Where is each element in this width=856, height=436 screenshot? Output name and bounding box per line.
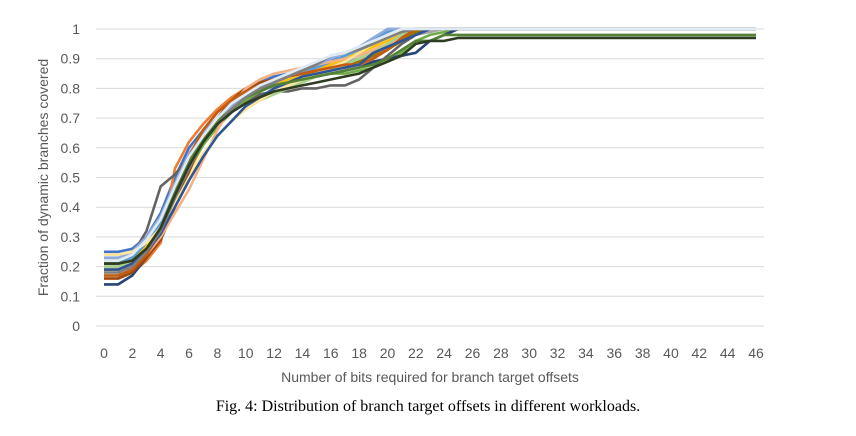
- y-axis-title: Fraction of dynamic branches covered: [35, 59, 51, 296]
- series-line-19: [104, 36, 756, 265]
- y-tick-label: 0.6: [61, 140, 81, 156]
- x-tick-label: 46: [748, 345, 764, 361]
- x-tick-label: 28: [493, 345, 509, 361]
- y-tick-label: 0.5: [61, 170, 81, 186]
- series-line-11: [104, 27, 756, 274]
- series-line-6: [104, 27, 756, 277]
- x-tick-label: 40: [663, 345, 679, 361]
- x-tick-label: 6: [185, 345, 193, 361]
- x-tick-label: 20: [380, 345, 396, 361]
- x-tick-label: 34: [578, 345, 594, 361]
- y-tick-label: 0.8: [61, 80, 81, 96]
- x-tick-label: 4: [157, 345, 165, 361]
- series-line-15: [104, 27, 756, 277]
- x-tick-label: 44: [720, 345, 736, 361]
- x-tick-label: 16: [323, 345, 339, 361]
- y-tick-label: 0.7: [61, 110, 81, 126]
- x-tick-label: 24: [436, 345, 452, 361]
- y-tick-labels: 0 0.1 0.2 0.3 0.4 0.5 0.6 0.7 0.8 0.9 1: [61, 21, 81, 334]
- x-axis-title: Number of bits required for branch targe…: [281, 369, 579, 385]
- x-tick-label: 30: [521, 345, 537, 361]
- x-tick-label: 22: [408, 345, 424, 361]
- x-tick-label: 38: [635, 345, 651, 361]
- x-tick-label: 26: [465, 345, 481, 361]
- x-tick-label: 14: [295, 345, 311, 361]
- y-tick-label: 0.2: [61, 259, 81, 275]
- x-tick-label: 42: [692, 345, 708, 361]
- y-tick-label: 0.4: [61, 199, 81, 215]
- figure-caption: Fig. 4: Distribution of branch target of…: [215, 398, 641, 415]
- x-tick-label: 0: [100, 345, 108, 361]
- x-tick-labels: 0 2 4 6 8 10 12 14 16 18 20 22 24 26 28 30 32 34 36 38 40 42 4…: [100, 345, 764, 361]
- x-tick-label: 8: [213, 345, 221, 361]
- series-line-18: [104, 27, 756, 274]
- x-tick-label: 18: [351, 345, 367, 361]
- y-tick-label: 0: [72, 318, 80, 334]
- y-tick-label: 0.9: [61, 51, 81, 67]
- x-tick-label: 32: [550, 345, 566, 361]
- x-tick-label: 2: [128, 345, 136, 361]
- series-lines: [104, 27, 756, 286]
- series-line-16: [104, 27, 756, 271]
- series-line-20: [104, 27, 756, 263]
- x-tick-label: 36: [606, 345, 622, 361]
- x-tick-label: 12: [266, 345, 282, 361]
- x-tick-label: 10: [238, 345, 254, 361]
- gridlines: [96, 28, 764, 327]
- y-tick-label: 0.1: [61, 288, 81, 304]
- y-tick-label: 1: [72, 21, 80, 37]
- y-tick-label: 0.3: [61, 229, 81, 245]
